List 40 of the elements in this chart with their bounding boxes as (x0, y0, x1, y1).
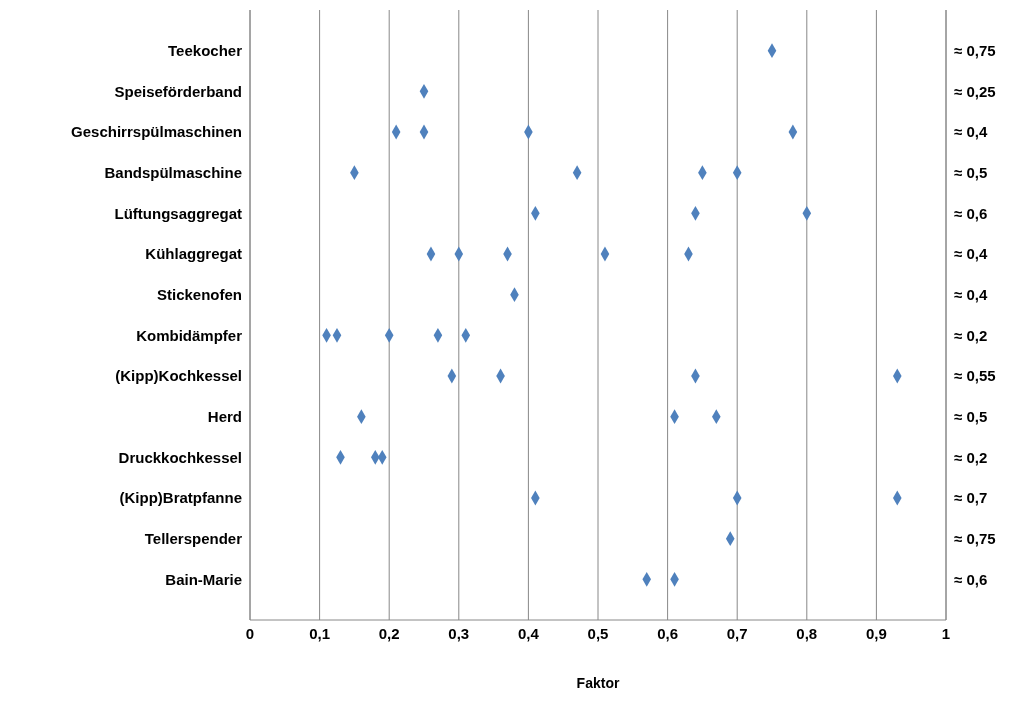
y2-tick-label: ≈ 0,7 (954, 489, 988, 507)
x-tick-label: 0,8 (796, 624, 818, 642)
y-tick-label: Herd (207, 407, 242, 425)
y-tick-label: Lüftungsaggregat (114, 204, 242, 222)
y-tick-label: Tellerspender (144, 529, 243, 547)
x-tick-label: 1 (941, 624, 951, 642)
y-tick-label: Teekocher (168, 41, 243, 59)
y-tick-label: (Kipp)Kochkessel (115, 367, 242, 385)
x-tick-label: 0,9 (865, 624, 887, 642)
y-tick-label: Stickenofen (156, 285, 242, 303)
y-tick-label: Bain-Marie (165, 570, 242, 588)
x-tick-label: 0,3 (448, 624, 470, 642)
y2-tick-label: ≈ 0,4 (954, 123, 988, 141)
x-tick-label: 0,1 (309, 624, 331, 642)
x-tick-label: 0,4 (517, 624, 540, 642)
y2-tick-label: ≈ 0,2 (954, 448, 988, 466)
x-tick-label: 0,5 (587, 624, 609, 642)
y2-tick-label: ≈ 0,55 (954, 367, 996, 385)
x-tick-label: 0,2 (378, 624, 400, 642)
y2-tick-label: ≈ 0,6 (954, 204, 988, 222)
y2-tick-label: ≈ 0,25 (954, 82, 996, 100)
y2-tick-label: ≈ 0,4 (954, 245, 988, 263)
y-tick-label: Bandspülmaschine (104, 163, 242, 181)
y-tick-label: Speiseförderband (114, 82, 242, 100)
x-axis-title: Faktor (576, 675, 620, 691)
y2-tick-label: ≈ 0,4 (954, 285, 988, 303)
y-tick-label: Kombidämpfer (136, 326, 243, 344)
x-tick-label: 0,6 (657, 624, 679, 642)
x-tick-label: 0 (245, 624, 255, 642)
y-tick-label: (Kipp)Bratpfanne (119, 489, 242, 507)
y-tick-label: Druckkochkessel (118, 448, 242, 466)
x-tick-label: 0,7 (726, 624, 748, 642)
y-tick-label: Geschirrspülmaschinen (71, 123, 242, 141)
y2-tick-label: ≈ 0,5 (954, 163, 988, 181)
y2-tick-label: ≈ 0,6 (954, 570, 988, 588)
y2-tick-label: ≈ 0,2 (954, 326, 988, 344)
y-tick-label: Kühlaggregat (145, 245, 242, 263)
y2-tick-label: ≈ 0,75 (954, 529, 996, 547)
y2-tick-label: ≈ 0,5 (954, 407, 988, 425)
y2-tick-label: ≈ 0,75 (954, 41, 996, 59)
